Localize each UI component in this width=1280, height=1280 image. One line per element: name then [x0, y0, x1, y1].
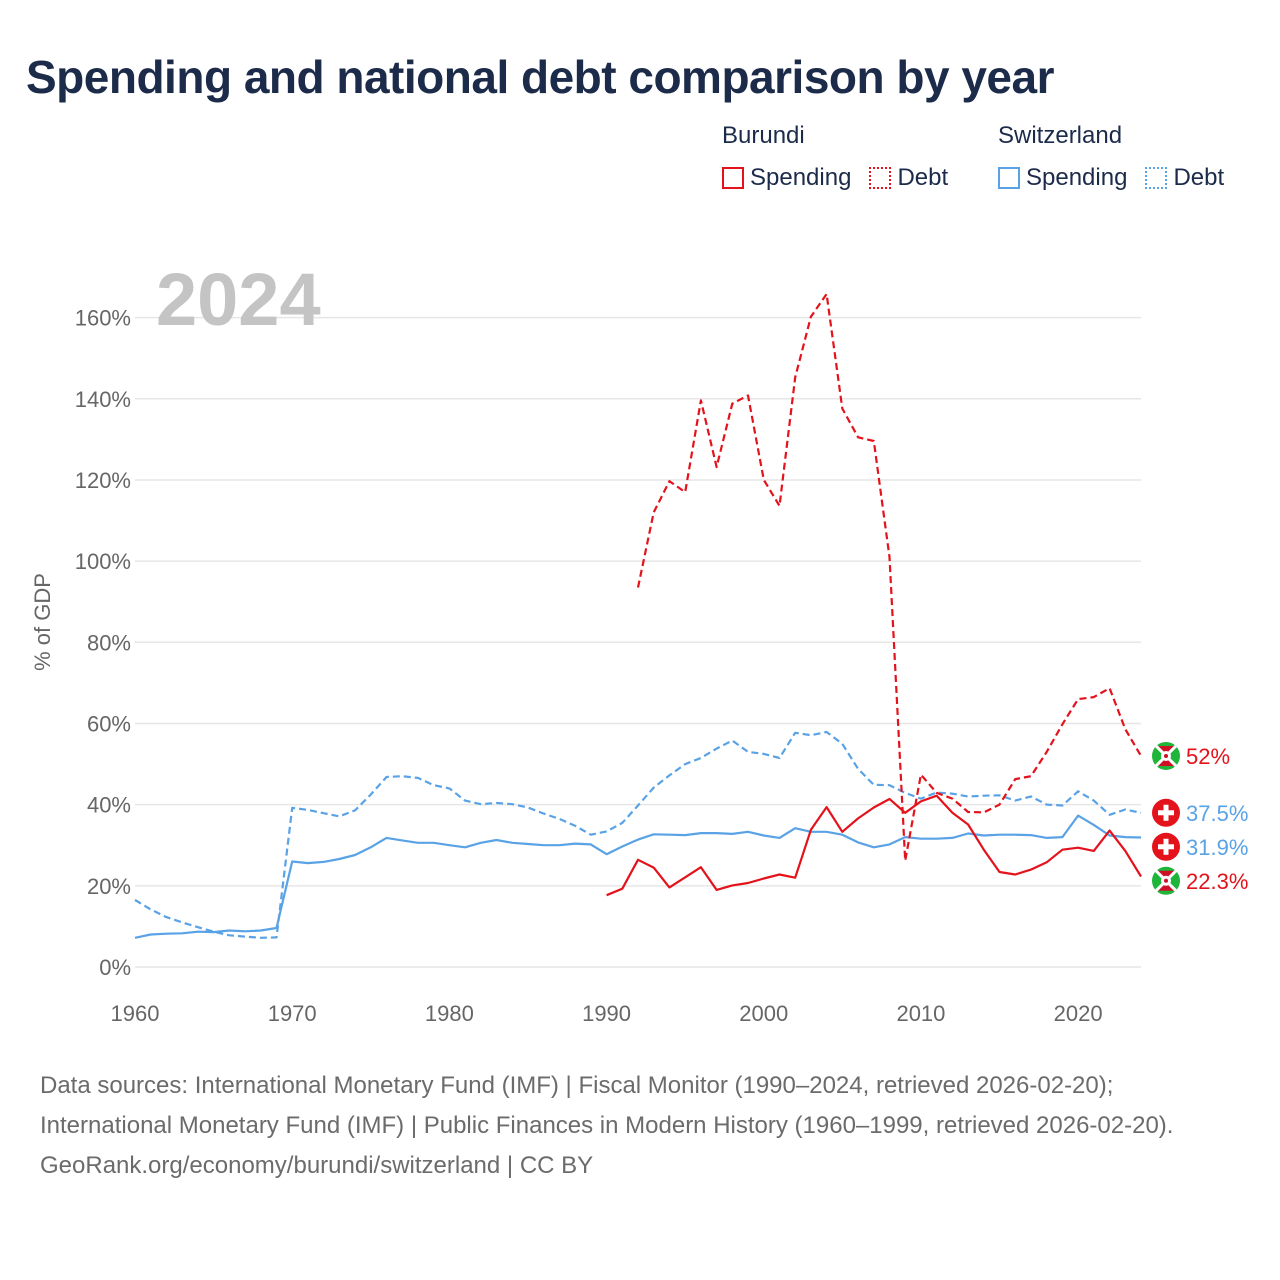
- x-tick-label: 1990: [582, 1001, 631, 1026]
- end-label: 37.5%: [1186, 801, 1248, 826]
- legend-group-switzerland: Switzerland Spending Debt: [998, 122, 1242, 192]
- legend-group-name: Switzerland: [998, 122, 1123, 149]
- legend-swatch-dotted: [1145, 167, 1168, 189]
- y-axis-label: % of GDP: [30, 573, 55, 671]
- y-tick-label: 40%: [87, 793, 131, 818]
- x-tick-label: 1960: [111, 1001, 160, 1026]
- series-line-burundi-debt: [636, 292, 1142, 862]
- y-tick-label: 140%: [75, 387, 131, 412]
- legend-swatch-solid: [722, 167, 744, 189]
- attribution-link[interactable]: GeoRank.org/economy/burundi/switzerland …: [40, 1152, 594, 1179]
- y-tick-label: 60%: [87, 711, 131, 736]
- series-line-switzerland-spending: [134, 814, 1142, 939]
- series-line-switzerland-debt: [134, 730, 1142, 939]
- legend-label: Spending: [750, 164, 852, 191]
- legend-swatch-dotted: [869, 167, 892, 189]
- flag-star: [1164, 878, 1168, 883]
- y-tick-label: 80%: [87, 630, 131, 655]
- footer: Data sources: International Monetary Fun…: [40, 1066, 1240, 1186]
- end-label: 52%: [1186, 744, 1230, 769]
- legend-item-burundi-spending[interactable]: Spending: [722, 164, 851, 192]
- y-tick-label: 20%: [87, 874, 131, 899]
- legend-item-burundi-debt[interactable]: Debt: [869, 164, 948, 192]
- legend-group-name: Burundi: [722, 122, 805, 149]
- y-tick-label: 100%: [75, 549, 131, 574]
- x-tick-label: 2020: [1054, 1001, 1103, 1026]
- legend-label: Debt: [1173, 164, 1225, 191]
- flag-star: [1164, 753, 1168, 758]
- data-sources: Data sources: International Monetary Fun…: [40, 1072, 1174, 1139]
- year-watermark: 2024: [156, 258, 321, 341]
- legend-item-switzerland-spending[interactable]: Spending: [998, 164, 1127, 192]
- y-tick-label: 120%: [75, 468, 131, 493]
- chart-title: Spending and national debt comparison by…: [26, 51, 1055, 103]
- x-tick-label: 1980: [425, 1001, 474, 1026]
- legend-item-switzerland-debt[interactable]: Debt: [1145, 164, 1224, 192]
- x-tick-label: 2010: [896, 1001, 945, 1026]
- legend-group-burundi: Burundi Spending Debt: [722, 122, 966, 192]
- end-label: 22.3%: [1186, 869, 1248, 894]
- legend-swatch-solid: [998, 167, 1020, 189]
- end-label: 31.9%: [1186, 835, 1248, 860]
- end-marker-switzerland-flag-icon: [1152, 832, 1180, 861]
- series-line-burundi-spending: [606, 794, 1142, 897]
- x-tick-label: 1970: [268, 1001, 317, 1026]
- y-tick-label: 160%: [75, 306, 131, 331]
- legend-label: Debt: [897, 164, 949, 191]
- y-tick-label: 0%: [99, 955, 131, 980]
- legend-label: Spending: [1026, 164, 1128, 191]
- end-marker-burundi-flag-icon: [1152, 741, 1180, 770]
- end-marker-burundi-flag-icon: [1152, 866, 1180, 895]
- line-chart: 0% 20% 40% 60% 80% 100% 120% 140% 160% 1960 1970 19…: [30, 258, 1248, 1026]
- flag-cross-h: [1158, 844, 1174, 850]
- end-marker-switzerland-flag-icon: [1152, 798, 1180, 827]
- x-tick-label: 2000: [739, 1001, 788, 1026]
- flag-cross-h: [1158, 810, 1174, 816]
